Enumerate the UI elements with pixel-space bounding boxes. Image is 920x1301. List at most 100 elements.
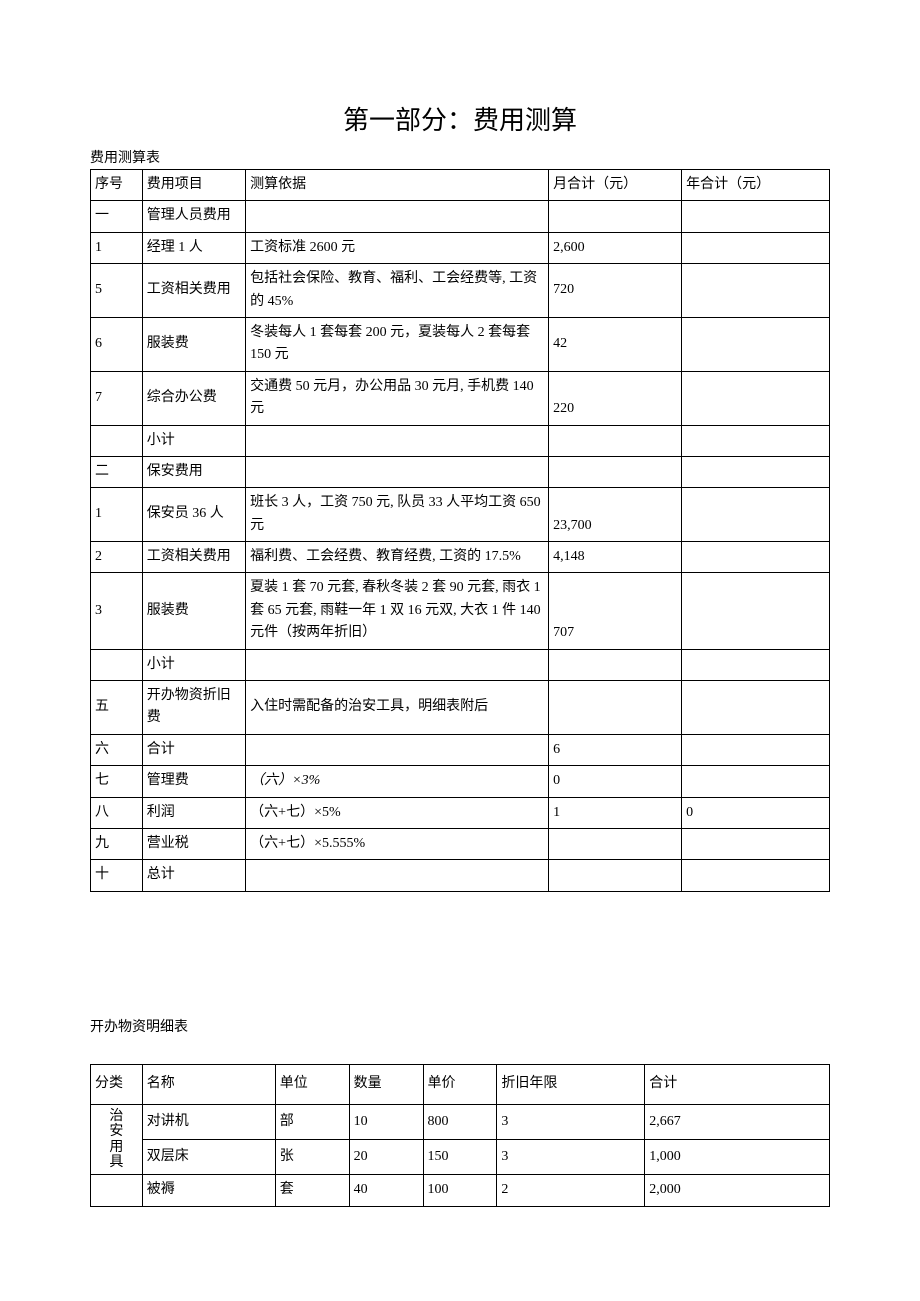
table-row: 5工资相关费用包括社会保险、教育、福利、工会经费等, 工资的 45%720 [91,264,830,318]
cell-seq: 一 [91,201,143,232]
cell-yearly [682,425,830,456]
cell-basis [246,201,549,232]
cell-item: 工资相关费用 [142,542,245,573]
table-row: 小计 [91,649,830,680]
cell-item: 利润 [142,797,245,828]
cell-yearly [682,488,830,542]
table-row: 六合计6 [91,734,830,765]
cell-basis [246,456,549,487]
table-row: 被褥套4010022,000 [91,1175,830,1206]
cell-item: 管理人员费用 [142,201,245,232]
cell-yearly [682,681,830,735]
cell-category [91,1175,143,1206]
cell-basis: （六+七）×5.555% [246,828,549,859]
cell-price: 800 [423,1104,497,1139]
cell-seq: 1 [91,232,143,263]
table1-caption: 费用测算表 [90,147,830,167]
col-item: 费用项目 [142,170,245,201]
col-yearly: 年合计（元） [682,170,830,201]
cell-basis: 夏装 1 套 70 元套, 春秋冬装 2 套 90 元套, 雨衣 1 套 65 … [246,573,549,649]
col-basis: 测算依据 [246,170,549,201]
table-row: 十总计 [91,860,830,891]
cell-basis: 包括社会保险、教育、福利、工会经费等, 工资的 45% [246,264,549,318]
cell-monthly [549,860,682,891]
cell-unit: 套 [275,1175,349,1206]
cell-monthly: 707 [549,573,682,649]
cell-unit: 张 [275,1140,349,1175]
col-qty: 数量 [349,1064,423,1104]
cell-basis [246,425,549,456]
cell-yearly [682,573,830,649]
page-title: 第一部分：费用测算 [90,100,830,137]
cell-monthly: 4,148 [549,542,682,573]
cell-seq: 七 [91,766,143,797]
table-row: 6服装费冬装每人 1 套每套 200 元，夏装每人 2 套每套 150 元42 [91,317,830,371]
materials-table: 分类 名称 单位 数量 单价 折旧年限 合计 治安用具对讲机部1080032,6… [90,1064,830,1207]
cell-seq: 3 [91,573,143,649]
cell-yearly [682,232,830,263]
cell-yearly [682,734,830,765]
table-row: 一管理人员费用 [91,201,830,232]
cell-item: 营业税 [142,828,245,859]
cell-basis [246,649,549,680]
cell-yearly [682,860,830,891]
table-row: 2工资相关费用福利费、工会经费、教育经费, 工资的 17.5%4,148 [91,542,830,573]
cell-item: 经理 1 人 [142,232,245,263]
cell-monthly [549,828,682,859]
cell-yearly [682,456,830,487]
table-header-row: 序号 费用项目 测算依据 月合计（元） 年合计（元） [91,170,830,201]
cell-years: 2 [497,1175,645,1206]
cell-monthly: 0 [549,766,682,797]
cell-monthly [549,681,682,735]
cell-total: 2,000 [645,1175,830,1206]
cell-monthly: 2,600 [549,232,682,263]
cell-yearly [682,766,830,797]
cell-category: 治安用具 [91,1104,143,1175]
col-cat: 分类 [91,1064,143,1104]
cell-yearly: 0 [682,797,830,828]
table-row: 九营业税（六+七）×5.555% [91,828,830,859]
cell-seq: 1 [91,488,143,542]
table-row: 3服装费夏装 1 套 70 元套, 春秋冬装 2 套 90 元套, 雨衣 1 套… [91,573,830,649]
cell-monthly [549,425,682,456]
cell-monthly: 23,700 [549,488,682,542]
cell-basis [246,734,549,765]
cell-qty: 20 [349,1140,423,1175]
cell-yearly [682,371,830,425]
table-row: 1保安员 36 人班长 3 人，工资 750 元, 队员 33 人平均工资 65… [91,488,830,542]
cell-name: 双层床 [142,1140,275,1175]
cell-item: 综合办公费 [142,371,245,425]
cell-item: 小计 [142,425,245,456]
col-unit: 单位 [275,1064,349,1104]
cell-total: 2,667 [645,1104,830,1139]
cell-seq [91,649,143,680]
table-row: 1经理 1 人工资标准 2600 元2,600 [91,232,830,263]
cell-item: 保安费用 [142,456,245,487]
cell-basis: 班长 3 人，工资 750 元, 队员 33 人平均工资 650 元 [246,488,549,542]
cell-seq: 6 [91,317,143,371]
cell-seq [91,425,143,456]
table-row: 二保安费用 [91,456,830,487]
table-row: 七管理费（六）×3%0 [91,766,830,797]
cell-yearly [682,542,830,573]
cell-basis: 交通费 50 元月，办公用品 30 元月, 手机费 140 元 [246,371,549,425]
cell-item: 合计 [142,734,245,765]
cell-monthly [549,649,682,680]
cell-item: 工资相关费用 [142,264,245,318]
table-row: 小计 [91,425,830,456]
table-row: 双层床张2015031,000 [91,1140,830,1175]
cell-item: 小计 [142,649,245,680]
col-name: 名称 [142,1064,275,1104]
cell-basis: 福利费、工会经费、教育经费, 工资的 17.5% [246,542,549,573]
cell-yearly [682,201,830,232]
table-row: 五开办物资折旧费入住时需配备的治安工具，明细表附后 [91,681,830,735]
cell-price: 100 [423,1175,497,1206]
cell-yearly [682,649,830,680]
col-seq: 序号 [91,170,143,201]
cell-yearly [682,317,830,371]
cell-monthly: 220 [549,371,682,425]
cell-seq: 7 [91,371,143,425]
cell-yearly [682,828,830,859]
cell-basis: （六+七）×5% [246,797,549,828]
col-monthly: 月合计（元） [549,170,682,201]
